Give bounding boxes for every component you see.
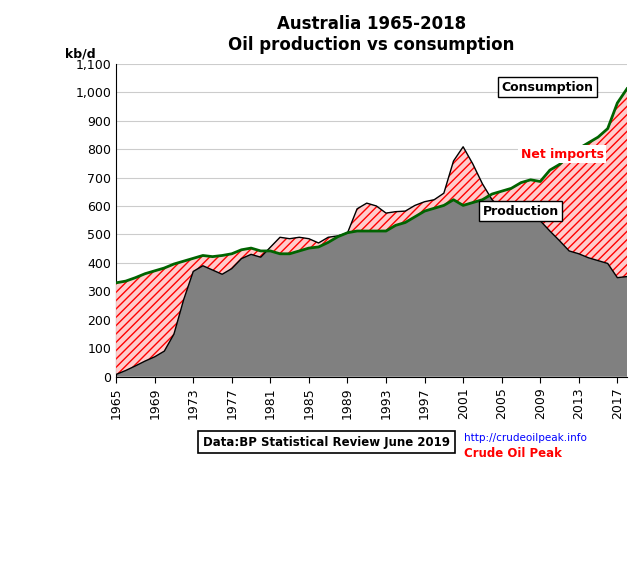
Text: http://crudeoilpeak.info: http://crudeoilpeak.info — [464, 433, 586, 443]
Text: kb/d: kb/d — [65, 48, 96, 60]
Text: Production: Production — [482, 204, 559, 218]
Title: Australia 1965-2018
Oil production vs consumption: Australia 1965-2018 Oil production vs co… — [229, 15, 515, 54]
Text: Net imports: Net imports — [521, 147, 604, 161]
Text: Consumption: Consumption — [501, 81, 594, 94]
Text: Data:BP Statistical Review June 2019: Data:BP Statistical Review June 2019 — [203, 435, 450, 449]
Text: Crude Oil Peak: Crude Oil Peak — [464, 447, 561, 460]
